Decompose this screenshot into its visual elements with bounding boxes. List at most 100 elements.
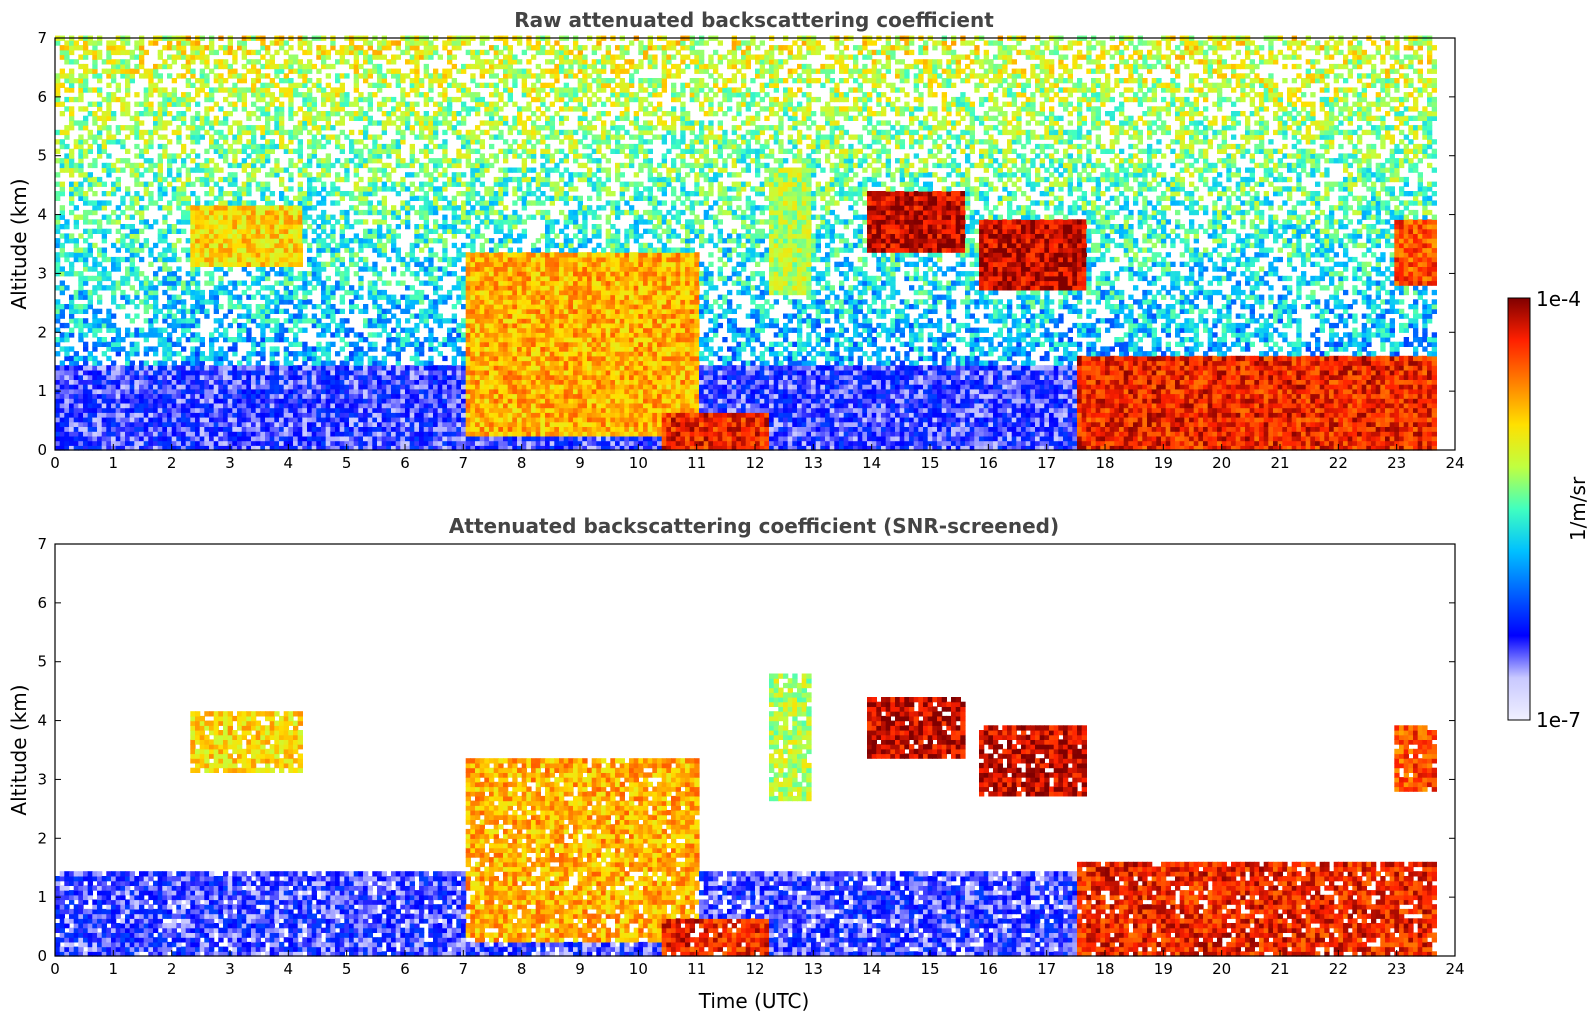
heatmap-cell xyxy=(400,261,406,267)
heatmap-cell xyxy=(339,426,345,432)
heatmap-cell xyxy=(83,252,89,258)
heatmap-cell xyxy=(274,360,280,366)
heatmap-cell xyxy=(101,388,107,395)
heatmap-cell xyxy=(316,417,322,423)
heatmap-cell xyxy=(176,351,182,357)
heatmap-cell xyxy=(92,388,98,395)
heatmap-cell xyxy=(405,294,411,300)
heatmap-cell xyxy=(367,209,373,216)
heatmap-cell xyxy=(358,195,364,201)
heatmap-cell xyxy=(167,181,173,187)
heatmap-cell xyxy=(162,256,168,263)
heatmap-cell xyxy=(433,285,439,291)
heatmap-cell xyxy=(143,186,149,192)
heatmap-cell xyxy=(139,370,145,376)
heatmap-cell xyxy=(148,426,154,432)
heatmap-cell xyxy=(83,388,89,395)
heatmap-cell xyxy=(391,407,397,413)
heatmap-cell xyxy=(190,82,196,88)
heatmap-cell xyxy=(419,261,425,267)
heatmap-cell xyxy=(162,412,168,418)
heatmap-cell xyxy=(199,440,205,446)
heatmap-cell xyxy=(311,134,317,140)
heatmap-cell xyxy=(423,49,429,56)
heatmap-cell xyxy=(92,111,98,117)
heatmap-cell xyxy=(167,162,173,169)
heatmap-cell xyxy=(223,431,229,437)
heatmap-cell xyxy=(335,412,341,418)
heatmap-cell xyxy=(237,191,243,197)
heatmap-cell xyxy=(64,59,70,65)
heatmap-cell xyxy=(335,266,341,272)
heatmap-cell xyxy=(311,148,317,154)
heatmap-cell xyxy=(358,374,364,380)
heatmap-cell xyxy=(363,370,369,376)
heatmap-cell xyxy=(195,421,201,427)
heatmap-cell xyxy=(297,242,303,249)
heatmap-cell xyxy=(148,327,154,333)
heatmap-cell xyxy=(83,393,89,399)
heatmap-cell xyxy=(69,360,75,366)
heatmap-cell xyxy=(349,256,355,263)
heatmap-cell xyxy=(433,365,439,371)
heatmap-cell xyxy=(367,402,373,409)
heatmap-cell xyxy=(363,115,369,121)
heatmap-cell xyxy=(251,82,257,88)
heatmap-cell xyxy=(237,214,243,220)
heatmap-cell xyxy=(171,252,177,258)
heatmap-cell xyxy=(297,106,303,112)
heatmap-cell xyxy=(302,384,308,390)
heatmap-cell xyxy=(283,280,289,286)
heatmap-cell xyxy=(349,191,355,197)
heatmap-cell xyxy=(274,115,280,121)
heatmap-cell xyxy=(283,318,289,324)
heatmap-cell xyxy=(400,346,406,352)
heatmap-cell xyxy=(59,252,65,258)
heatmap-cell xyxy=(125,242,131,249)
heatmap-cell xyxy=(283,186,289,192)
heatmap-cell xyxy=(363,308,369,314)
heatmap-cell xyxy=(260,445,266,451)
heatmap-cell xyxy=(293,247,299,253)
heatmap-cell xyxy=(237,73,243,79)
heatmap-cell xyxy=(64,129,70,136)
heatmap-cell xyxy=(386,337,392,343)
heatmap-cell xyxy=(433,388,439,395)
heatmap-cell xyxy=(213,327,219,333)
heatmap-cell xyxy=(447,73,453,79)
heatmap-cell xyxy=(307,186,313,192)
heatmap-cell xyxy=(363,134,369,140)
heatmap-cell xyxy=(181,402,187,409)
heatmap-cell xyxy=(409,256,415,263)
heatmap-cell xyxy=(442,299,448,305)
heatmap-cell xyxy=(251,205,257,211)
heatmap-cell xyxy=(377,153,383,159)
heatmap-cell xyxy=(92,365,98,371)
heatmap-cell xyxy=(195,242,201,249)
heatmap-cell xyxy=(405,421,411,427)
heatmap-cell xyxy=(55,304,61,310)
heatmap-cell xyxy=(386,172,392,178)
heatmap-cell xyxy=(101,266,107,272)
heatmap-cell xyxy=(111,96,117,103)
heatmap-cell xyxy=(101,162,107,169)
heatmap-cell xyxy=(325,440,331,446)
heatmap-cell xyxy=(330,384,336,390)
heatmap-cell xyxy=(283,200,289,206)
heatmap-cell xyxy=(363,384,369,390)
heatmap-cell xyxy=(405,219,411,225)
heatmap-cell xyxy=(269,252,275,258)
heatmap-cell xyxy=(190,96,196,103)
heatmap-cell xyxy=(171,304,177,310)
heatmap-cell xyxy=(297,214,303,220)
heatmap-cell xyxy=(204,172,210,178)
heatmap-cell xyxy=(409,327,415,333)
heatmap-cell xyxy=(321,402,327,409)
heatmap-cell xyxy=(367,341,373,347)
heatmap-cell xyxy=(153,129,159,136)
heatmap-cell xyxy=(251,214,257,220)
heatmap-cell xyxy=(358,242,364,249)
heatmap-cell xyxy=(367,318,373,324)
heatmap-cell xyxy=(437,172,443,178)
heatmap-cell xyxy=(101,370,107,376)
